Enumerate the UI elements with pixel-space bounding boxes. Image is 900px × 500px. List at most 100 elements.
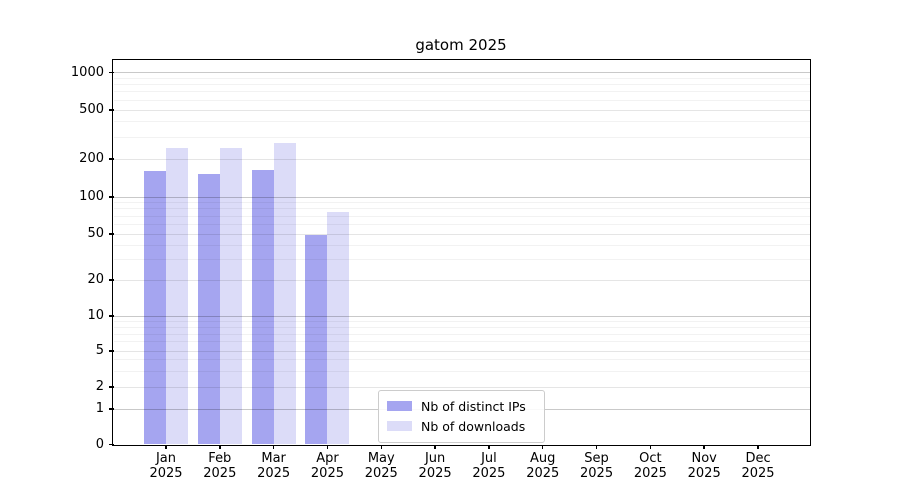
gridline-10 [113,315,810,317]
x-tick-month: Jan [155,451,177,466]
gridline-100 [113,196,810,198]
gridline-5 [113,350,810,352]
y-tick-mark-1000 [108,71,114,74]
x-tick-year: 2025 [580,465,614,481]
gridline-200 [113,158,810,160]
x-tick-year: 2025 [149,465,183,481]
bar-mar-distinct-ips [251,169,274,445]
legend-swatch-downloads-icon [387,421,412,431]
legend-label-downloads: Nb of downloads [421,418,526,434]
x-tick-mark-may [380,444,383,449]
x-tick-label-jul: Jul 2025 [461,451,517,481]
y-tick-mark-0 [108,443,114,446]
y-tick-mark-5 [108,350,114,352]
y-tick-label-0: 0 [95,436,104,452]
x-tick-label-aug: Aug 2025 [515,451,571,481]
bar-feb-downloads [219,148,242,445]
y-tick-mark-500 [108,109,114,111]
gridline-70 [113,215,810,217]
gridline-4 [113,359,810,361]
x-tick-mark-jan [165,444,167,449]
gridline-40 [113,244,810,246]
gridline-800 [113,84,810,86]
y-tick-mark-50 [108,233,114,235]
legend-label-distinct-ips: Nb of distinct IPs [421,398,526,414]
gridline-2 [113,386,810,388]
y-tick-label-500: 500 [79,102,104,117]
bar-jan-downloads [166,147,188,445]
gridline-30 [113,259,810,261]
legend-item-distinct-ips: Nb of distinct IPs [387,396,536,416]
x-tick-label-nov: Nov 2025 [676,451,732,481]
x-tick-label-apr: Apr 2025 [299,451,355,481]
y-tick-label-20: 20 [87,272,104,287]
x-tick-label-may: May 2025 [353,451,409,481]
x-tick-month: Jul [481,451,497,466]
gridline-900 [113,77,810,79]
x-tick-mark-aug [541,444,544,449]
x-tick-month: Oct [639,451,662,466]
x-tick-mark-apr [326,444,329,449]
y-tick-mark-10 [108,315,114,317]
x-tick-mark-feb [219,444,221,449]
x-tick-year: 2025 [418,465,452,481]
x-tick-month: Apr [316,451,339,466]
y-tick-mark-100 [108,196,114,198]
gridline-400 [113,121,810,123]
x-tick-mark-jun [434,444,436,449]
x-tick-mark-nov [703,444,705,449]
bar-apr-downloads [327,212,350,445]
x-tick-mark-oct [649,444,652,449]
x-tick-month: Aug [530,451,556,466]
y-tick-mark-20 [108,279,114,281]
gridline-80 [113,208,810,210]
x-tick-mark-jul [488,444,490,449]
bar-feb-distinct-ips [197,174,220,445]
legend-swatch-distinct-ips-icon [387,401,412,411]
y-tick-label-50: 50 [87,226,104,241]
gridline-9 [113,320,810,322]
gridline-1000 [113,72,810,73]
gridline-500 [113,109,810,111]
y-tick-label-100: 100 [79,189,104,204]
x-tick-label-feb: Feb 2025 [192,451,248,481]
x-tick-year: 2025 [257,465,291,481]
x-tick-year: 2025 [364,465,398,481]
y-tick-label-200: 200 [79,151,104,166]
x-tick-year: 2025 [526,465,560,481]
legend: Nb of distinct IPs Nb of downloads [378,390,545,443]
x-tick-label-oct: Oct 2025 [622,451,678,481]
gridline-50 [113,233,810,235]
y-tick-label-1000: 1000 [70,64,104,80]
bar-jan-distinct-ips [144,170,166,445]
gridline-3 [113,370,810,372]
x-tick-year: 2025 [472,465,506,481]
chart-title: gatom 2025 [415,36,507,54]
gridline-300 [113,136,810,138]
x-tick-month: May [367,451,395,466]
y-tick-label-5: 5 [95,343,104,358]
x-tick-month: Nov [691,451,717,466]
x-tick-month: Sep [584,451,609,466]
x-tick-month: Dec [745,451,771,466]
y-tick-label-1: 1 [95,401,104,416]
x-tick-label-dec: Dec 2025 [730,451,786,481]
x-tick-year: 2025 [633,465,667,481]
gridline-90 [113,202,810,204]
x-tick-mark-dec [757,444,759,449]
gridline-7 [113,333,810,335]
gridline-8 [113,326,810,328]
y-tick-mark-200 [108,158,114,160]
legend-item-downloads: Nb of downloads [387,416,536,436]
gridline-6 [113,341,810,343]
x-tick-year: 2025 [203,465,237,481]
x-tick-label-mar: Mar 2025 [246,451,302,481]
x-tick-mark-sep [595,444,598,449]
x-tick-label-jan: Jan 2025 [138,451,194,481]
gridline-600 [113,99,810,101]
x-tick-label-sep: Sep 2025 [569,451,625,481]
x-tick-year: 2025 [310,465,344,481]
bar-apr-distinct-ips [305,235,328,445]
x-tick-month: Jun [424,451,446,466]
